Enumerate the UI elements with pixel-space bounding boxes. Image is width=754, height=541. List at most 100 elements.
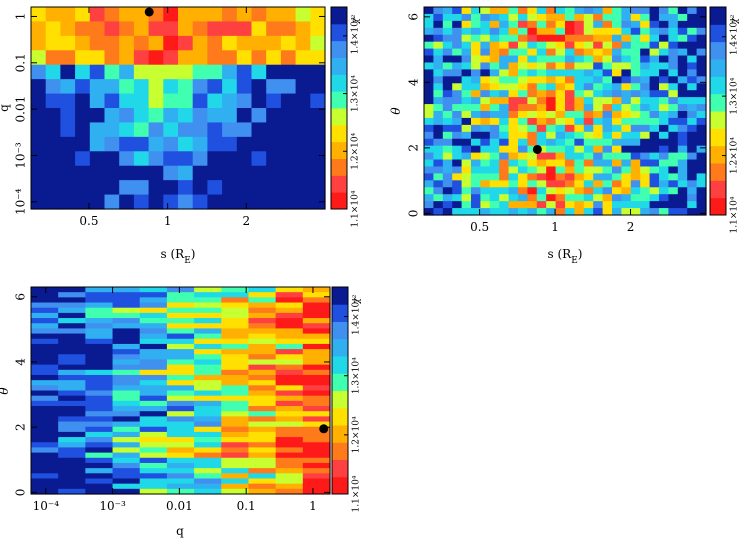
heatmap-cell — [461, 117, 472, 126]
heatmap-cell — [148, 79, 164, 95]
heatmap-cell — [518, 27, 528, 36]
colorbar-title: χ² — [730, 14, 740, 24]
heatmap-cell — [668, 55, 679, 64]
heatmap-cell — [565, 208, 575, 216]
colorbar-tick-label: 1.1×10⁴ — [351, 190, 361, 227]
heatmap-cell — [489, 180, 500, 188]
heatmap-cell — [677, 76, 688, 84]
heatmap-cell — [139, 473, 168, 480]
heatmap-cell — [75, 180, 91, 196]
heatmap-cell — [574, 41, 585, 50]
heatmap-cell — [527, 152, 538, 161]
heatmap-cell — [471, 104, 481, 112]
heatmap-cell — [302, 437, 331, 443]
heatmap-cell — [696, 7, 707, 15]
heatmap-cell — [58, 452, 86, 459]
heatmap-cell — [602, 111, 613, 119]
heatmap-cell — [85, 395, 114, 402]
heatmap-cell — [433, 76, 444, 84]
heatmap-cell — [192, 50, 208, 66]
heatmap-cell — [310, 93, 326, 109]
heatmap-cell — [222, 136, 238, 152]
heatmap-cell — [546, 7, 557, 15]
heatmap-cell — [275, 473, 304, 480]
heatmap-cell — [452, 124, 463, 133]
heatmap-cell — [499, 180, 510, 188]
heatmap-cell — [251, 7, 267, 23]
heatmap-cell — [275, 369, 304, 376]
heatmap-cell — [139, 292, 168, 298]
heatmap-cell — [166, 473, 195, 480]
heatmap-cell — [139, 437, 168, 443]
heatmap-cell — [574, 152, 585, 161]
heatmap-cell — [687, 55, 698, 64]
heatmap-cell — [677, 13, 688, 22]
heatmap-cell — [621, 201, 632, 209]
heatmap-cell — [112, 354, 141, 361]
heatmap-cell — [696, 34, 707, 43]
heatmap-cell — [89, 64, 106, 80]
heatmap-cell — [139, 287, 168, 293]
heatmap-cell — [60, 151, 76, 167]
heatmap-cell — [163, 50, 179, 66]
heatmap-cell — [602, 27, 613, 36]
heatmap-cell — [166, 447, 195, 454]
heatmap-cell — [536, 20, 547, 29]
heatmap-cell — [275, 318, 304, 324]
heatmap-cell — [148, 35, 164, 51]
heatmap-cell — [696, 152, 707, 161]
heatmap-cell — [518, 90, 528, 98]
heatmap-cell — [178, 180, 194, 196]
heatmap-cell — [696, 48, 707, 57]
heatmap-cell — [139, 483, 168, 490]
heatmap-cell — [222, 79, 238, 95]
heatmap-cell — [148, 93, 164, 109]
heatmap-cell — [251, 194, 267, 210]
heatmap-cell — [295, 50, 311, 66]
heatmap-cell — [31, 411, 59, 417]
heatmap-cell — [687, 166, 698, 174]
heatmap-cell — [518, 208, 528, 216]
heatmap-cell — [452, 27, 463, 36]
heatmap-cell — [104, 194, 120, 210]
heatmap-cell — [527, 13, 538, 22]
heatmap-cell — [574, 194, 585, 202]
heatmap-cell — [58, 462, 86, 469]
heatmap-cell — [583, 7, 594, 15]
heatmap-cell — [166, 421, 195, 428]
heatmap-cell — [31, 478, 59, 485]
heatmap-cell — [442, 180, 453, 188]
heatmap-cell — [433, 145, 444, 154]
heatmap-cell — [58, 478, 86, 485]
heatmap-cell — [166, 385, 195, 392]
heatmap-cell — [536, 208, 547, 216]
heatmap-cell — [518, 159, 528, 168]
heatmap-cell — [248, 447, 277, 454]
heatmap-cell — [75, 151, 91, 167]
heatmap-cell — [499, 111, 510, 119]
heatmap-cell — [649, 111, 660, 119]
heatmap-cell — [266, 122, 282, 138]
heatmap-cell — [31, 333, 59, 340]
heatmap-cell — [687, 7, 698, 15]
heatmap-cell — [207, 151, 223, 167]
x-tick-label: 1 — [164, 214, 172, 228]
heatmap-cell — [630, 90, 641, 98]
heatmap-cell — [266, 7, 282, 23]
heatmap-cell — [133, 79, 150, 95]
heatmap-cell — [565, 173, 575, 181]
heatmap-cell — [687, 180, 698, 188]
heatmap-cell — [310, 180, 326, 196]
heatmap-cell — [621, 104, 632, 112]
heatmap-cell — [89, 21, 106, 37]
heatmap-cell — [221, 338, 250, 345]
heatmap-cell — [546, 83, 557, 91]
heatmap-cell — [166, 457, 195, 464]
heatmap-cell — [31, 312, 59, 319]
heatmap-cell — [433, 34, 444, 43]
heatmap-cell — [649, 97, 660, 105]
heatmap-cell — [166, 374, 195, 381]
heatmap-cell — [452, 180, 463, 188]
heatmap-cell — [612, 90, 622, 98]
heatmap-cell — [574, 7, 585, 15]
